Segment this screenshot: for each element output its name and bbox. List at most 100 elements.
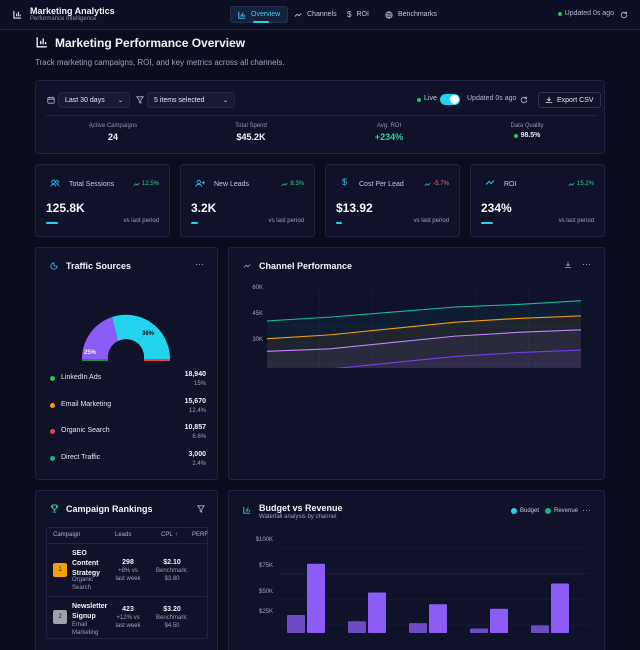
kpi-change: 15.2% [568,181,594,187]
donut-segment [144,359,170,361]
trending-up-icon [243,264,251,268]
trending-up-icon [568,182,575,186]
calendar-icon [47,96,55,104]
summary-label: Active Campaigns [88,123,138,129]
legend-dot [545,508,551,514]
download-icon[interactable] [564,261,572,269]
kpi-label: New Leads [214,181,250,188]
donut-segment [81,317,118,359]
budget-revenue-title: Budget vs Revenue [259,503,343,513]
column-header-label: CPL [161,532,173,538]
kpi-value: $13.92 [336,201,373,215]
source-name: LinkedIn Ads [61,374,102,381]
kpi-change: 8.3% [281,181,304,187]
filter-icon[interactable] [197,505,205,513]
campaign-channel: Email Marketing [72,622,99,636]
more-icon[interactable]: ⋯ [195,259,205,269]
budget-bar [348,621,366,633]
status-dot [513,133,518,138]
kpi-vs: vs last period [268,218,304,224]
series-area [267,300,581,368]
tab-label: Benchmarks [398,11,437,18]
refresh-icon[interactable] [520,96,528,104]
kpi-change: -5.7% [424,181,449,187]
refresh-icon[interactable] [620,11,628,19]
column-header-leads[interactable]: Leads [115,532,132,538]
kpi-card-leads[interactable]: New Leads 8.3% 3.2K vs last period [180,164,315,237]
y-tick-label: $100K [255,537,273,543]
date-range-select[interactable]: Last 30 days ⌄ [58,92,130,108]
campaign-name: Newsletter Signup [72,603,108,620]
tab-roi[interactable]: $ ROI [340,6,376,23]
cpl-sub: Benchmark: $3.80 [155,568,188,582]
channel-performance-title: Channel Performance [259,261,353,271]
more-icon[interactable]: ⋯ [582,259,592,269]
source-value: 15,670 [184,398,206,405]
active-tab-indicator [253,21,269,23]
leads-value: 423 [122,606,134,613]
column-header-cpl[interactable]: CPL ↑ [161,532,178,538]
kpi-change-value: 12.5% [141,181,159,187]
export-csv-label: Export CSV [557,96,594,104]
legend-revenue[interactable]: Revenue [545,508,578,514]
campaign-channel: Organic Search [72,577,94,591]
live-dot [417,98,421,102]
trending-up-icon [133,182,140,186]
live-toggle[interactable] [440,94,460,105]
kpi-change: 12.5% [133,181,159,187]
pie-chart-icon [50,262,58,270]
tab-channels[interactable]: Channels [287,6,344,23]
legend-label: Budget [520,508,540,514]
tab-benchmarks[interactable]: Benchmarks [378,6,444,23]
filter-value: 5 items selected [154,96,205,104]
traffic-source-row[interactable]: Organic Search 10,857 8.6% [48,424,206,446]
revenue-bar [307,563,325,633]
source-pct: 12.4% [188,408,206,414]
summary-value: 24 [107,132,118,142]
kpi-progress-bar [336,222,342,224]
data-quality: 98.5% [477,132,577,139]
traffic-source-row[interactable]: Email Marketing 15,670 12.4% [48,398,206,420]
kpi-card-roi[interactable]: ROI 15.2% 234% vs last period [470,164,605,237]
kpi-value: 234% [481,201,512,215]
cpl-sub: Benchmark: $4.50 [155,615,188,629]
revenue-bar [429,604,447,633]
traffic-source-row[interactable]: LinkedIn Ads 18,940 15% [48,371,206,393]
column-header-perf[interactable]: PERF [192,532,209,538]
summary-label: Total Spend [235,123,267,129]
kpi-card-sessions[interactable]: Total Sessions 12.5% 125.8K vs last peri… [35,164,170,237]
top-bar: Marketing Analytics Performance Intellig… [0,0,640,30]
budget-bar [531,625,549,633]
leads-value: 298 [122,559,134,566]
filter-select[interactable]: 5 items selected ⌄ [147,92,235,108]
series-line [267,300,581,322]
traffic-source-row[interactable]: Direct Traffic 3,000 2.4% [48,451,206,473]
kpi-progress-bar [191,222,198,224]
column-header-campaign[interactable]: Campaign [53,532,81,538]
divider [46,115,596,116]
tab-label: Channels [307,11,337,18]
rankings-table [46,527,208,639]
source-pct: 15% [193,381,206,387]
bar-chart-icon [13,10,22,19]
status-dot [557,11,562,16]
donut-segment [82,359,108,361]
series-line [267,329,581,352]
dollar-icon: $ [347,10,352,19]
updated-text: Updated 0s ago [467,95,517,102]
kpi-change-value: 15.2% [576,181,594,187]
series-area [267,350,581,368]
more-icon[interactable]: ⋯ [582,505,592,515]
page-title: Marketing Performance Overview [55,36,246,50]
filter-icon [136,96,144,104]
legend-dot [50,456,55,461]
export-csv-button[interactable]: Export CSV [538,92,601,108]
rank-badge: 2 [53,610,67,624]
y-tick-label: $50K [258,589,273,595]
legend-budget[interactable]: Budget [511,508,539,514]
y-tick-label: 45K [252,311,263,317]
kpi-card-cost-per-lead[interactable]: $ Cost Per Lead -5.7% $13.92 vs last per… [325,164,460,237]
app-title: Marketing Analytics [30,6,115,16]
legend-dot [50,376,55,381]
legend-dot [511,508,517,514]
